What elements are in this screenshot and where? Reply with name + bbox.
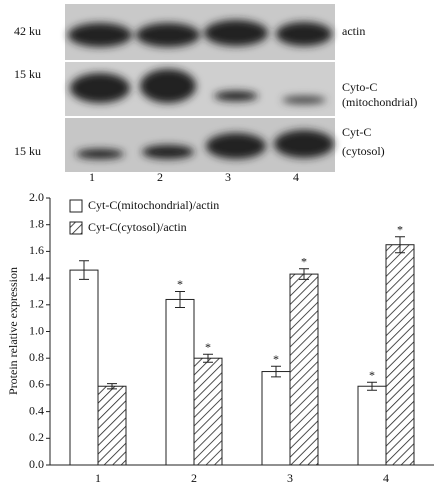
y-tick-label: 1.4 <box>29 270 44 284</box>
band <box>204 20 268 46</box>
band <box>206 133 266 159</box>
significance-mark: * <box>369 368 375 382</box>
band <box>76 149 124 159</box>
x-tick-label: 3 <box>287 471 293 483</box>
error-bar <box>299 268 309 280</box>
y-tick-label: 1.0 <box>29 323 44 337</box>
marker-label: 42 ku <box>14 24 41 38</box>
row-label: Cyto-C <box>342 80 377 94</box>
x-tick-label: 1 <box>95 471 101 483</box>
lane-label: 1 <box>89 170 95 184</box>
lane-label: 4 <box>293 170 299 184</box>
y-tick-label: 1.2 <box>29 297 44 311</box>
error-bar <box>175 290 185 308</box>
blot: 42 ku 15 ku 15 ku actin Cyto-C (mitochon… <box>14 4 417 184</box>
row-label: Cyt-C <box>342 125 371 139</box>
marker-label: 15 ku <box>14 144 41 158</box>
bar <box>193 357 223 466</box>
band <box>276 22 332 46</box>
significance-mark: * <box>177 277 183 291</box>
band <box>274 130 334 158</box>
band <box>214 91 258 101</box>
y-axis-label: Protein relative expression <box>6 267 20 395</box>
band <box>282 96 326 104</box>
y-tick-label: 0.6 <box>29 377 44 391</box>
y-tick-label: 0.4 <box>29 403 44 417</box>
row-label: (cytosol) <box>342 144 385 158</box>
y-tick-label: 0.8 <box>29 350 44 364</box>
band <box>140 69 196 103</box>
bar <box>357 385 387 466</box>
band <box>70 73 130 103</box>
y-tick-label: 0.0 <box>29 457 44 471</box>
significance-mark: * <box>273 352 279 366</box>
legend-label: Cyt-C(cytosol)/actin <box>88 220 187 234</box>
x-tick-label: 4 <box>383 471 389 483</box>
bar <box>261 371 291 466</box>
y-tick-label: 1.8 <box>29 216 44 230</box>
bar <box>69 269 99 466</box>
error-bar <box>79 260 89 280</box>
bar <box>289 273 319 466</box>
band <box>136 23 200 47</box>
error-bar <box>203 353 213 363</box>
legend-swatch <box>69 221 83 235</box>
error-bar <box>107 383 117 390</box>
legend-swatch <box>69 199 83 213</box>
significance-mark: * <box>205 340 211 354</box>
y-tick-label: 0.2 <box>29 430 44 444</box>
band <box>68 23 132 47</box>
error-bar <box>395 236 405 254</box>
row-label: (mitochondrial) <box>342 95 417 109</box>
bar <box>165 298 195 466</box>
bar <box>385 244 415 466</box>
significance-mark: * <box>397 222 403 236</box>
lane-label: 3 <box>225 170 231 184</box>
y-tick-label: 2.0 <box>29 190 44 204</box>
error-bar <box>367 381 377 391</box>
x-tick-label: 2 <box>191 471 197 483</box>
significance-mark: * <box>301 255 307 269</box>
bar <box>97 385 127 466</box>
marker-label: 15 ku <box>14 67 41 81</box>
error-bar <box>271 365 281 378</box>
band <box>142 145 194 159</box>
legend-label: Cyt-C(mitochondrial)/actin <box>88 198 219 212</box>
y-tick-label: 1.6 <box>29 243 44 257</box>
lane-label: 2 <box>157 170 163 184</box>
row-label: actin <box>342 24 365 38</box>
